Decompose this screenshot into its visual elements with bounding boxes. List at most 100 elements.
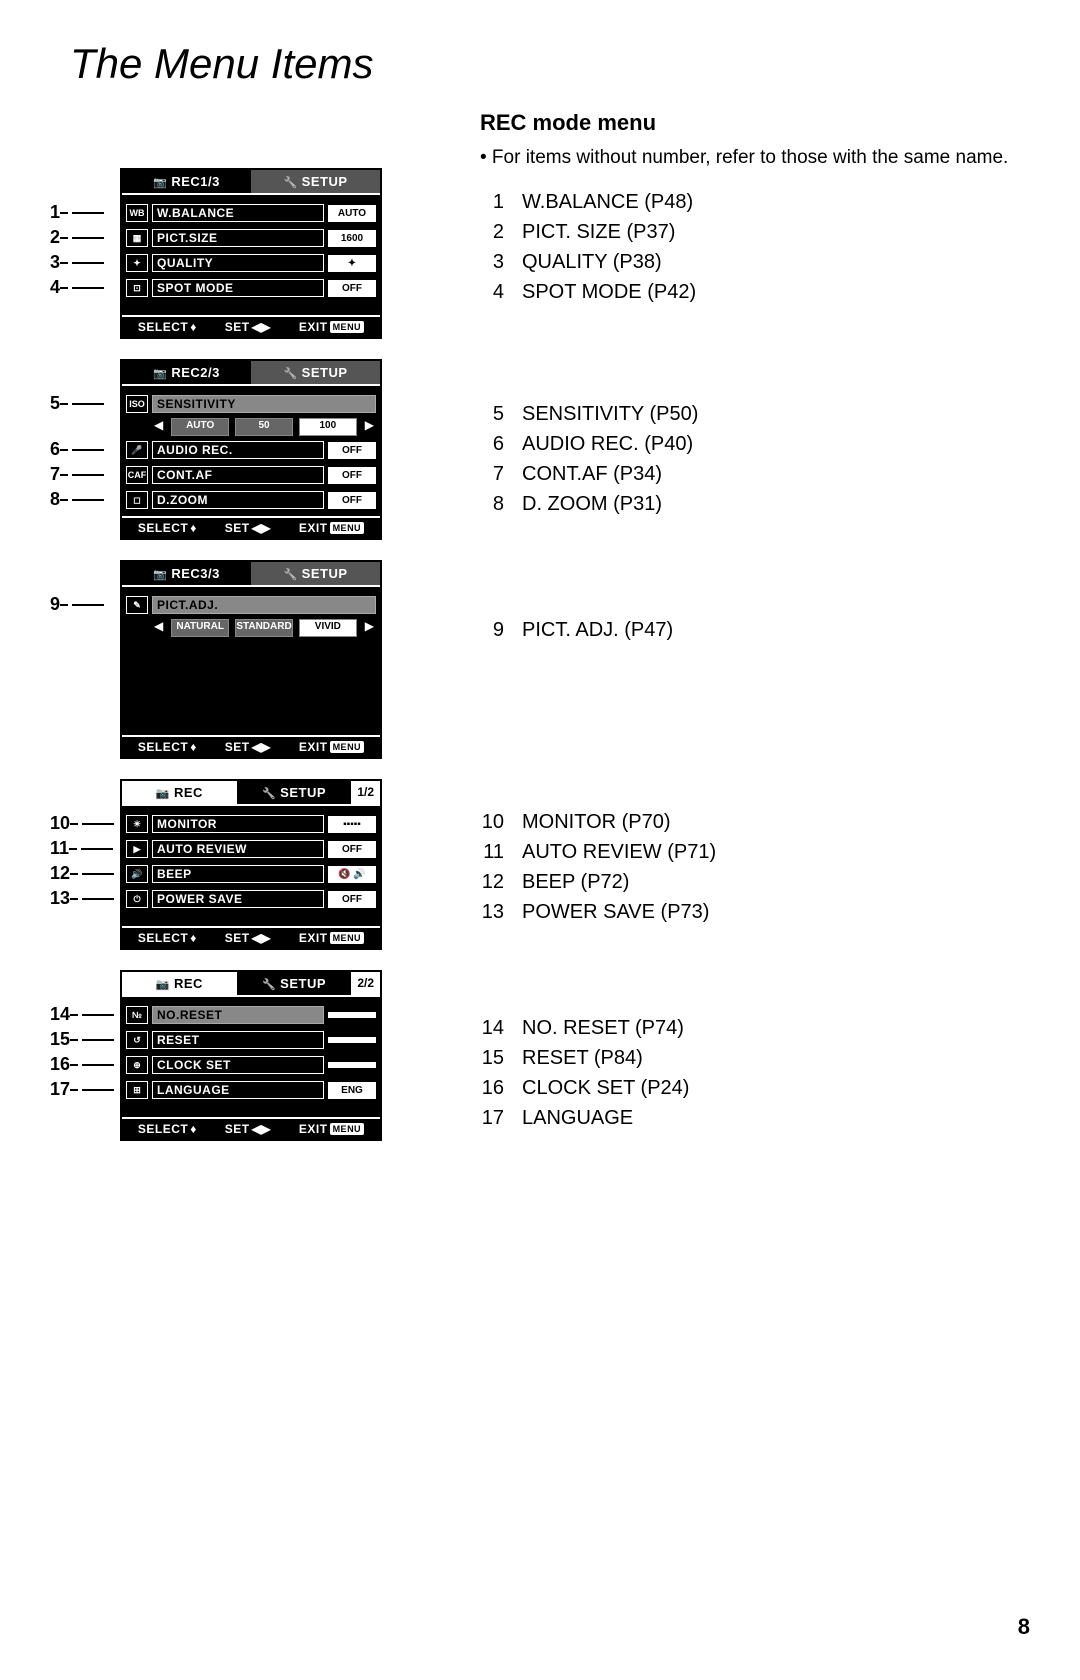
row-value: 1600 [328,230,376,247]
reference-item: 14NO. RESET (P74) [480,1013,1030,1043]
callout: 11 [50,838,113,859]
reference-item: 12BEEP (P72) [480,867,1030,897]
screen-footer: SELECT♦SET◀▶EXITMENU [122,516,380,538]
menu-row[interactable]: ▶AUTO REVIEWOFF [126,838,376,860]
row-icon: ISO [126,395,148,413]
callout-number: 16 [50,1054,70,1075]
tab-rec[interactable]: REC [122,972,237,995]
menu-row[interactable]: ⏻POWER SAVEOFF [126,888,376,910]
page-title: The Menu Items [70,40,1030,88]
footer-set: SET◀▶ [225,931,271,945]
menu-badge-icon: MENU [330,1123,365,1135]
tab-setup[interactable]: SETUP [237,781,352,804]
row-icon: ⏻ [126,890,148,908]
menu-row[interactable]: ☀MONITOR▪▪▪▪▪ [126,813,376,835]
reference-text: W.BALANCE (P48) [522,187,693,217]
menu-row[interactable]: CAFCONT.AFOFF [126,464,376,486]
submenu-option[interactable]: 50 [235,418,293,436]
reference-text: AUDIO REC. (P40) [522,429,693,459]
menu-row[interactable]: ✎PICT.ADJ. [126,594,376,616]
menu-row[interactable]: ⊞LANGUAGEENG [126,1079,376,1101]
row-label: PICT.SIZE [152,229,324,247]
menu-row[interactable]: ↺RESET [126,1029,376,1051]
reference-item: 5SENSITIVITY (P50) [480,399,1030,429]
leftright-icon: ◀▶ [252,1122,271,1136]
menu-row[interactable]: ✦QUALITY✦ [126,252,376,274]
menu-badge-icon: MENU [330,932,365,944]
subheading: REC mode menu [480,108,1030,139]
arrow-left-icon[interactable]: ◀ [152,418,165,436]
reference-number: 5 [480,399,504,429]
reference-item: 9PICT. ADJ. (P47) [480,615,1030,645]
screen-footer: SELECT♦SET◀▶EXITMENU [122,315,380,337]
footer-exit: EXITMENU [299,931,364,945]
camera-icon [156,785,170,800]
row-value: 🔇 🔊 [328,866,376,883]
row-label: RESET [152,1031,324,1049]
row-value [328,1037,376,1043]
reference-text: BEEP (P72) [522,867,629,897]
footer-select: SELECT♦ [138,1122,197,1136]
reference-number: 13 [480,897,504,927]
callout: 2 [50,227,104,248]
reference-number: 7 [480,459,504,489]
tab-setup[interactable]: SETUP [251,361,380,384]
menu-row[interactable]: ⊕CLOCK SET [126,1054,376,1076]
callout-number: 4 [50,277,60,298]
menu-row[interactable]: 🎤AUDIO REC.OFF [126,439,376,461]
menu-badge-icon: MENU [330,522,365,534]
screen-body: ✎PICT.ADJ. ◀ NATURAL STANDARD VIVID ▶ [122,587,380,735]
tab-rec[interactable]: REC1/3 [122,170,251,193]
page-number: 8 [1018,1614,1030,1640]
row-label: PICT.ADJ. [152,596,376,614]
arrow-right-icon[interactable]: ▶ [363,418,376,436]
reference-item: 10MONITOR (P70) [480,807,1030,837]
row-icon: ✎ [126,596,148,614]
reference-text: D. ZOOM (P31) [522,489,662,519]
wrench-icon [283,174,297,189]
tab-rec[interactable]: REC2/3 [122,361,251,384]
arrow-right-icon[interactable]: ▶ [363,619,376,637]
screen-footer: SELECT♦SET◀▶EXITMENU [122,1117,380,1139]
row-icon: ⊡ [126,279,148,297]
camera-icon [153,365,167,380]
menu-row[interactable]: ◻D.ZOOMOFF [126,489,376,511]
row-label: POWER SAVE [152,890,324,908]
menu-row[interactable]: №NO.RESET [126,1004,376,1026]
submenu-option[interactable]: STANDARD [235,619,293,637]
submenu-option[interactable]: VIVID [299,619,357,637]
screens-column: REC1/3SETUPWBW.BALANCEAUTO▦PICT.SIZE1600… [50,108,450,1161]
submenu-row[interactable]: ◀ AUTO 50 100 ▶ [152,418,376,436]
tab-rec[interactable]: REC3/3 [122,562,251,585]
callout-number: 8 [50,489,60,510]
reference-text: PICT. SIZE (P37) [522,217,675,247]
tab-setup[interactable]: SETUP [237,972,352,995]
submenu-option[interactable]: AUTO [171,418,229,436]
menu-row[interactable]: ⊡SPOT MODEOFF [126,277,376,299]
callout: 13 [50,888,114,909]
menu-row[interactable]: ▦PICT.SIZE1600 [126,227,376,249]
screen-tabs: REC1/3SETUP [122,170,380,195]
menu-row[interactable]: 🔊BEEP🔇 🔊 [126,863,376,885]
footer-select: SELECT♦ [138,521,197,535]
row-label: W.BALANCE [152,204,324,222]
tab-setup[interactable]: SETUP [251,562,380,585]
row-icon: ▶ [126,840,148,858]
submenu-option[interactable]: 100 [299,418,357,436]
camera-icon [156,976,170,991]
row-label: BEEP [152,865,324,883]
callout-number: 7 [50,464,60,485]
row-value: ✦ [328,255,376,272]
reference-number: 16 [480,1073,504,1103]
row-icon: ▦ [126,229,148,247]
callout: 12 [50,863,114,884]
menu-row[interactable]: ISOSENSITIVITY [126,393,376,415]
tab-setup[interactable]: SETUP [251,170,380,193]
menu-row[interactable]: WBW.BALANCEAUTO [126,202,376,224]
row-label: CLOCK SET [152,1056,324,1074]
tab-rec[interactable]: REC [122,781,237,804]
arrow-left-icon[interactable]: ◀ [152,619,165,637]
submenu-row[interactable]: ◀ NATURAL STANDARD VIVID ▶ [152,619,376,637]
callout: 8 [50,489,104,510]
submenu-option[interactable]: NATURAL [171,619,229,637]
